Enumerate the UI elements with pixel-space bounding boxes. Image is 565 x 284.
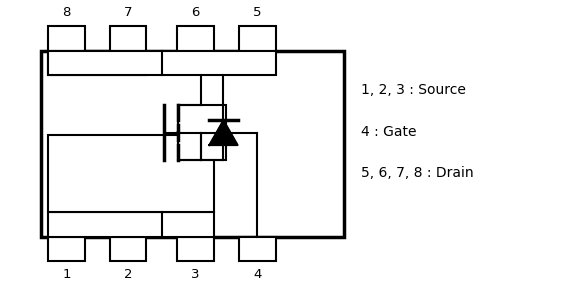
- Text: 3: 3: [192, 268, 200, 281]
- Bar: [177, 237, 214, 261]
- Text: 5: 5: [253, 6, 262, 19]
- Bar: [48, 26, 85, 51]
- Bar: [110, 237, 146, 261]
- Bar: [239, 26, 276, 51]
- Text: 4 : Gate: 4 : Gate: [361, 125, 417, 139]
- Text: 2: 2: [124, 268, 132, 281]
- Bar: [48, 51, 276, 75]
- Bar: [110, 26, 146, 51]
- Bar: [179, 105, 226, 160]
- Bar: [48, 135, 214, 212]
- Bar: [177, 26, 214, 51]
- Bar: [41, 51, 344, 237]
- Bar: [48, 51, 146, 75]
- Text: 1: 1: [62, 268, 71, 281]
- Text: 5, 6, 7, 8 : Drain: 5, 6, 7, 8 : Drain: [361, 166, 474, 179]
- Polygon shape: [210, 120, 237, 145]
- Bar: [48, 237, 85, 261]
- Text: 4: 4: [253, 268, 262, 281]
- Bar: [239, 237, 276, 261]
- Bar: [48, 212, 214, 237]
- Text: 1, 2, 3 : Source: 1, 2, 3 : Source: [361, 83, 466, 97]
- Text: 6: 6: [192, 6, 200, 19]
- Text: 7: 7: [124, 6, 132, 19]
- Text: 8: 8: [62, 6, 71, 19]
